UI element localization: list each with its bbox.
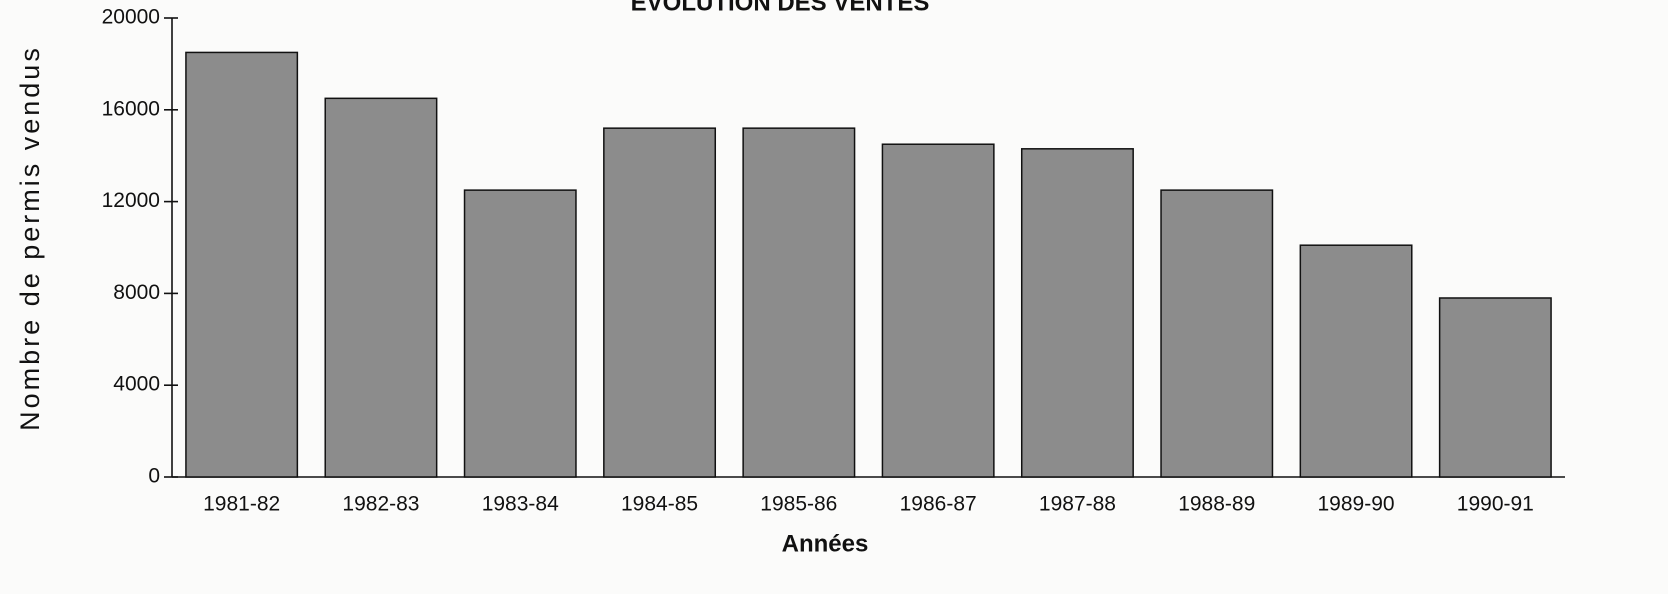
y-tick-label: 20000 — [102, 6, 160, 29]
y-tick-label: 12000 — [102, 189, 160, 212]
x-tick-label: 1982-83 — [342, 493, 419, 516]
bar — [185, 51, 299, 478]
bar — [1299, 244, 1413, 478]
bar — [463, 189, 577, 478]
y-tick-label: 0 — [148, 465, 160, 488]
bar — [603, 127, 717, 478]
y-tick-label: 16000 — [102, 97, 160, 120]
y-tick-label: 4000 — [113, 373, 160, 396]
x-tick-label: 1983-84 — [482, 493, 559, 516]
x-tick-label: 1988-89 — [1178, 493, 1255, 516]
x-tick-label: 1985-86 — [760, 493, 837, 516]
bar — [1020, 148, 1134, 478]
y-axis-label: Nombre de permis vendus — [15, 45, 45, 431]
x-tick-label: 1989-90 — [1318, 493, 1395, 516]
y-tick-label: 8000 — [113, 281, 160, 304]
x-tick-label: 1981-82 — [203, 493, 280, 516]
bar — [324, 97, 438, 478]
chart-title: ÉVOLUTION DES VENTES — [631, 0, 930, 16]
x-tick-label: 1987-88 — [1039, 493, 1116, 516]
bar — [742, 127, 856, 478]
x-tick-label: 1986-87 — [900, 493, 977, 516]
bar — [1160, 189, 1274, 478]
x-axis-label: Années — [782, 530, 869, 557]
x-tick-label: 1984-85 — [621, 493, 698, 516]
bar — [1438, 297, 1552, 478]
bar — [881, 143, 995, 478]
x-tick-label: 1990-91 — [1457, 493, 1534, 516]
